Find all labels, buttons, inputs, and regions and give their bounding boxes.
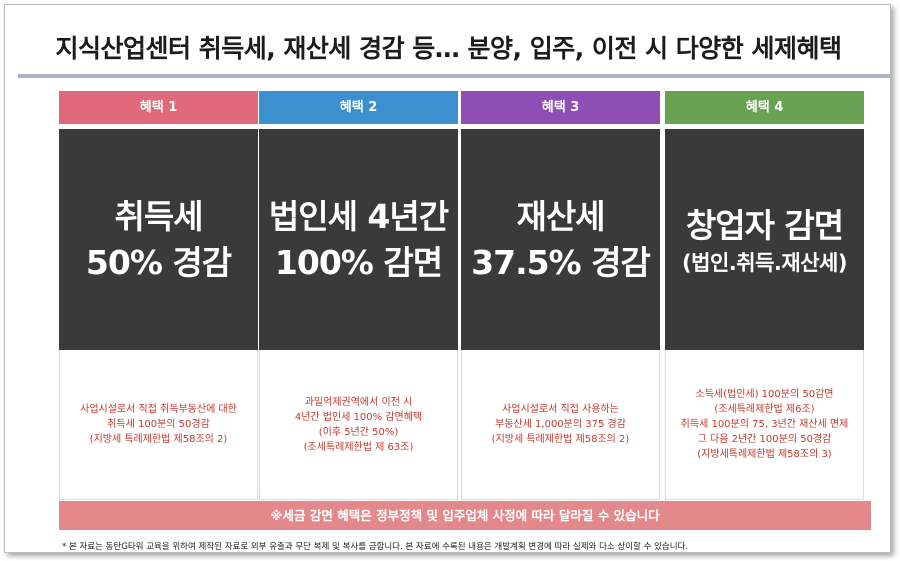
description-line: 취득세 100분의 50경감 — [107, 419, 210, 430]
description-line: (지방세특례제한법 제58조의 3) — [697, 449, 832, 460]
slide-frame: 지식산업센터 취득세, 재산세 경감 등… 분양, 입주, 이전 시 다양한 세… — [4, 4, 891, 553]
description-line: (조세특례제한법 제6조) — [714, 404, 815, 415]
benefit-column-4: 혜택 4 창업자 감면 (법인.취득.재산세) 소득세(법인세) 100분의 5… — [665, 91, 864, 500]
benefit-description-2: 과밀억제권역에서 이전 시 4년간 법인세 100% 감면혜택 (이후 5년간 … — [259, 350, 458, 500]
benefit-subheadline: (법인.취득.재산세) — [682, 250, 847, 275]
benefit-description-4: 소득세(법인세) 100분의 50감면 (조세특례제한법 제6조) 취득세 10… — [665, 350, 864, 500]
description-line: (지방세 특례제한법 제58조의 2) — [89, 434, 228, 445]
notice-banner: ※세금 감면 혜택은 정부정책 및 입주업체 사정에 따라 달라질 수 있습니다 — [59, 501, 871, 530]
description-line: (조세특례제한법 제 63조) — [303, 441, 414, 453]
benefit-header-3: 혜택 3 — [461, 91, 660, 124]
benefit-header-1: 혜택 1 — [59, 91, 258, 124]
benefit-panel-2: 법인세 4년간 100% 감면 — [259, 129, 458, 350]
benefit-description-3: 사업시설로서 직접 사용하는 부동산세 1,000분의 375 경감 (지방세 … — [461, 350, 660, 500]
benefit-column-3: 혜택 3 재산세 37.5% 경감 사업시설로서 직접 사용하는 부동산세 1,… — [461, 91, 660, 500]
benefit-column-2: 혜택 2 법인세 4년간 100% 감면 과밀억제권역에서 이전 시 4년간 법… — [259, 91, 458, 500]
benefit-headline: 재산세 — [516, 196, 605, 236]
benefit-headline: 50% 경감 — [85, 242, 232, 282]
footnote: * 본 자료는 동탄G타워 교육을 위하여 제작된 자료로 외부 유출과 무단 … — [62, 542, 689, 552]
description-line: 사업시설로서 직접 사용하는 — [502, 404, 619, 415]
page-title: 지식산업센터 취득세, 재산세 경감 등… 분양, 입주, 이전 시 다양한 세… — [55, 34, 842, 63]
benefit-panel-3: 재산세 37.5% 경감 — [461, 129, 660, 350]
benefit-headline: 취득세 — [114, 196, 203, 236]
benefit-header-2: 혜택 2 — [259, 91, 458, 124]
description-line: 소득세(법인세) 100분의 50감면 — [695, 389, 834, 400]
benefit-headline: 법인세 4년간 — [268, 196, 449, 236]
description-line: 사업시설로서 직접 취득부동산에 대한 — [80, 404, 237, 415]
benefit-panel-1: 취득세 50% 경감 — [59, 129, 258, 350]
benefit-headline: 37.5% 경감 — [471, 242, 651, 282]
benefit-column-1: 혜택 1 취득세 50% 경감 사업시설로서 직접 취득부동산에 대한 취득세 … — [59, 91, 258, 500]
description-line: (이후 5년간 50%) — [318, 426, 399, 438]
description-line: 그 다음 2년간 100분의 50경감 — [697, 434, 832, 445]
description-line: 4년간 법인세 100% 감면혜택 — [294, 411, 423, 423]
benefit-description-1: 사업시설로서 직접 취득부동산에 대한 취득세 100분의 50경감 (지방세 … — [59, 350, 258, 500]
benefit-headline: 100% 감면 — [274, 242, 443, 282]
benefit-headline: 창업자 감면 — [685, 205, 844, 245]
description-line: 취득세 100분의 75, 3년간 재산세 면제 — [680, 419, 849, 430]
description-line: (지방세 특례제한법 제58조의 2) — [491, 434, 630, 445]
benefit-header-4: 혜택 4 — [665, 91, 864, 124]
benefit-panel-4: 창업자 감면 (법인.취득.재산세) — [665, 129, 864, 350]
description-line: 과밀억제권역에서 이전 시 — [304, 396, 413, 408]
title-divider — [18, 74, 890, 78]
description-line: 부동산세 1,000분의 375 경감 — [495, 419, 626, 430]
